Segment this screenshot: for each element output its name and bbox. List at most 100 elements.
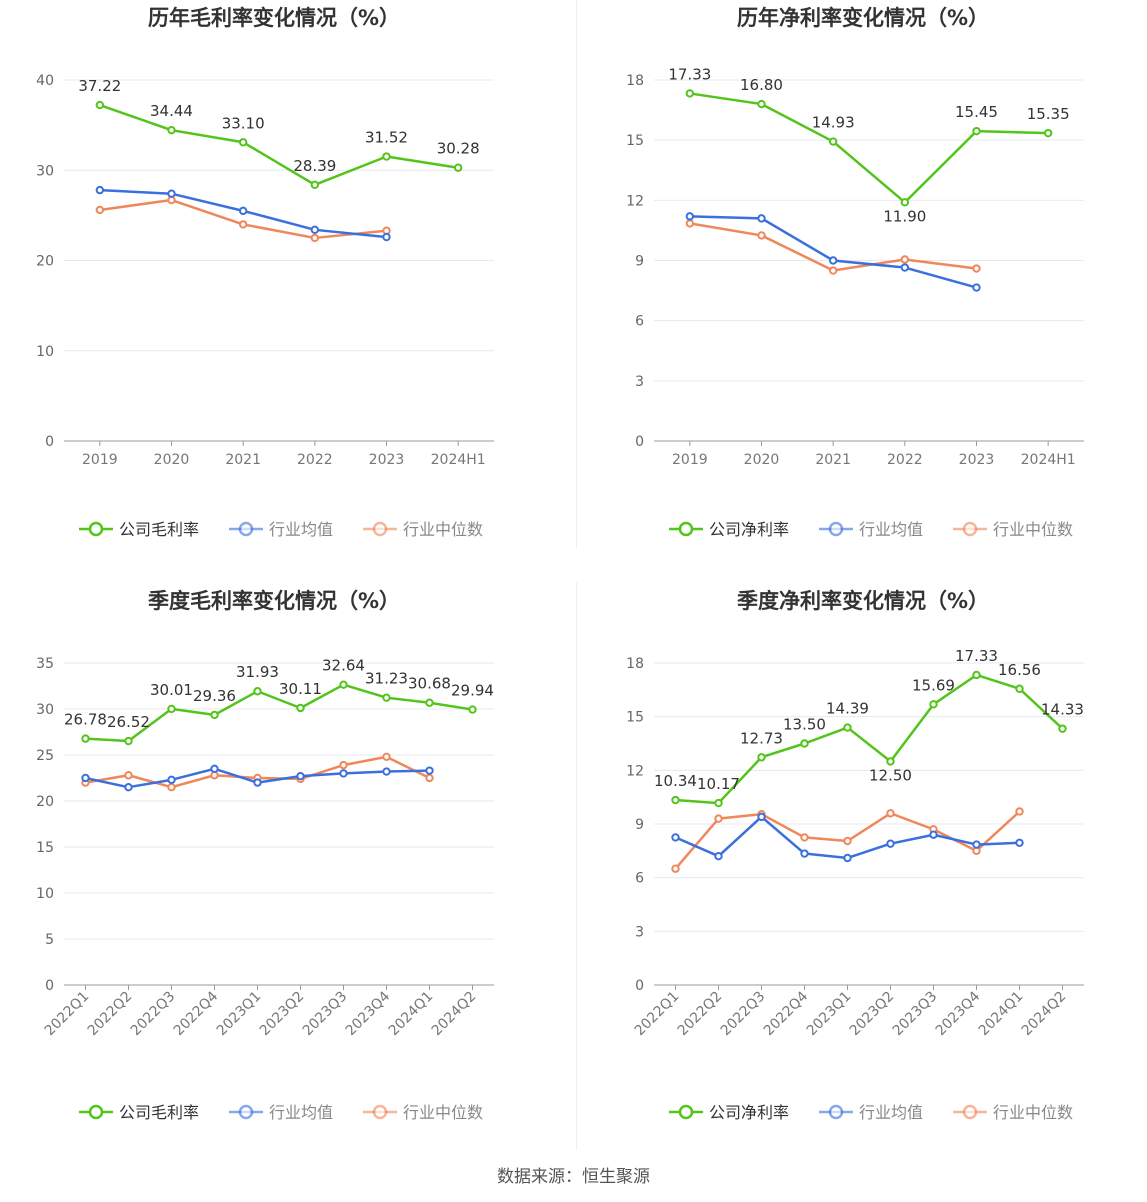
data-point-avg xyxy=(167,775,176,785)
data-label: 14.39 xyxy=(826,700,869,718)
legend-item-company: 公司净利率 xyxy=(669,1103,789,1122)
data-point-avg xyxy=(382,767,391,776)
y-tick-label: 12 xyxy=(626,763,644,779)
data-point-company xyxy=(167,704,176,714)
legend-marker xyxy=(88,521,104,537)
data-label: 30.28 xyxy=(437,140,480,158)
x-tick-label: 2022Q1 xyxy=(42,989,93,1040)
data-point-company xyxy=(95,100,105,110)
data-label: 16.80 xyxy=(740,76,783,94)
legend-item-median: 行业中位数 xyxy=(363,520,483,539)
legend-item-company: 公司毛利率 xyxy=(79,520,199,539)
x-tick-label: 2022Q1 xyxy=(632,989,683,1040)
data-point-median xyxy=(238,220,248,229)
data-label: 13.50 xyxy=(783,716,826,734)
data-point-company xyxy=(843,723,852,732)
data-point-company xyxy=(453,163,463,172)
data-point-median xyxy=(95,205,105,215)
x-tick-label: 2024H1 xyxy=(431,452,486,468)
legend-item-median: 行业中位数 xyxy=(363,1103,483,1122)
data-label: 14.93 xyxy=(812,114,855,132)
x-tick-label: 2022Q4 xyxy=(761,988,812,1039)
x-tick-label: 2023Q4 xyxy=(933,988,984,1039)
data-point-median xyxy=(167,783,176,792)
legend-marker xyxy=(962,521,978,537)
data-point-median xyxy=(714,814,723,823)
legend-item-avg: 行业均值 xyxy=(229,520,333,539)
data-point-company xyxy=(886,757,895,766)
data-label: 32.64 xyxy=(322,657,365,675)
x-tick-label: 2022Q4 xyxy=(171,988,222,1039)
data-point-median xyxy=(828,266,838,275)
y-tick-label: 10 xyxy=(36,886,54,902)
data-label: 16.56 xyxy=(998,661,1041,679)
legend-label: 公司净利率 xyxy=(709,520,789,539)
x-tick-label: 2022 xyxy=(297,452,333,468)
data-point-avg xyxy=(671,833,680,842)
data-point-avg xyxy=(800,849,809,858)
data-point-avg xyxy=(425,766,434,775)
y-tick-label: 3 xyxy=(635,374,644,390)
data-point-median xyxy=(843,836,852,846)
data-point-avg xyxy=(929,830,938,839)
data-point-median xyxy=(210,771,219,780)
data-point-company xyxy=(124,736,133,746)
legend-item-median: 行业中位数 xyxy=(953,520,1073,539)
chart-panel-1: 历年毛利率变化情况（%） 0 10 20 30 40 2019 2020 2021 2022 202… xyxy=(36,6,494,539)
x-tick-label: 2023 xyxy=(959,452,995,468)
data-label: 10.34 xyxy=(654,772,697,790)
x-tick-label: 2023Q3 xyxy=(890,989,941,1040)
x-tick-label: 2024H1 xyxy=(1021,452,1076,468)
data-label: 10.17 xyxy=(697,775,740,793)
legend-label: 公司毛利率 xyxy=(119,1103,199,1122)
y-tick-label: 18 xyxy=(626,656,644,672)
chart-title: 季度净利率变化情况（%） xyxy=(737,589,989,613)
data-label: 30.11 xyxy=(279,680,322,698)
data-label: 15.45 xyxy=(955,103,998,121)
legend-marker xyxy=(678,1104,694,1120)
data-point-company xyxy=(1043,128,1053,138)
series-line-company xyxy=(689,92,1049,204)
data-point-median xyxy=(800,833,809,842)
data-point-avg xyxy=(81,773,90,783)
legend-label: 行业中位数 xyxy=(403,520,483,539)
data-point-company xyxy=(238,138,248,147)
legend-label: 行业中位数 xyxy=(993,1103,1073,1122)
data-point-company xyxy=(1015,684,1024,693)
legend-marker xyxy=(238,521,254,537)
chart-panel-3: 季度毛利率变化情况（%）051015202530352022Q12022Q220… xyxy=(36,589,494,1122)
legend-item-median: 行业中位数 xyxy=(953,1103,1073,1122)
legend-item-avg: 行业均值 xyxy=(229,1103,333,1122)
series-line-company xyxy=(85,683,473,743)
y-tick-label: 0 xyxy=(45,434,54,450)
data-label: 14.33 xyxy=(1041,701,1084,719)
x-tick-label: 2020 xyxy=(154,452,190,468)
data-point-avg xyxy=(296,771,305,781)
vertical-divider xyxy=(576,582,577,1150)
y-tick-label: 10 xyxy=(36,344,54,360)
data-point-avg xyxy=(167,189,176,198)
series-line-company xyxy=(99,103,459,187)
data-point-median xyxy=(757,231,766,240)
data-point-company xyxy=(900,198,910,207)
legend-marker xyxy=(828,521,844,537)
y-tick-label: 6 xyxy=(635,871,644,887)
y-tick-label: 18 xyxy=(626,73,644,89)
data-point-company xyxy=(339,680,348,689)
data-point-median xyxy=(886,809,895,818)
x-tick-label: 2021 xyxy=(815,452,851,468)
data-label: 17.33 xyxy=(955,647,998,665)
data-point-median xyxy=(972,264,981,273)
data-point-median xyxy=(685,219,695,228)
data-label: 12.50 xyxy=(869,766,912,784)
chart-title: 历年净利率变化情况（%） xyxy=(737,6,989,30)
x-tick-label: 2023Q3 xyxy=(300,989,351,1040)
data-source-note: 数据来源：恒生聚源 xyxy=(497,1167,650,1187)
data-point-avg xyxy=(685,212,695,221)
data-point-company xyxy=(671,795,680,805)
legend-item-company: 公司净利率 xyxy=(669,520,789,539)
data-point-median xyxy=(339,760,348,770)
data-label: 34.44 xyxy=(150,102,193,120)
chart-panel-4: 季度净利率变化情况（%） 0 3 6 9 12 15 18 2022Q12022Q22022Q3… xyxy=(626,589,1084,1122)
data-label: 30.68 xyxy=(408,675,451,693)
